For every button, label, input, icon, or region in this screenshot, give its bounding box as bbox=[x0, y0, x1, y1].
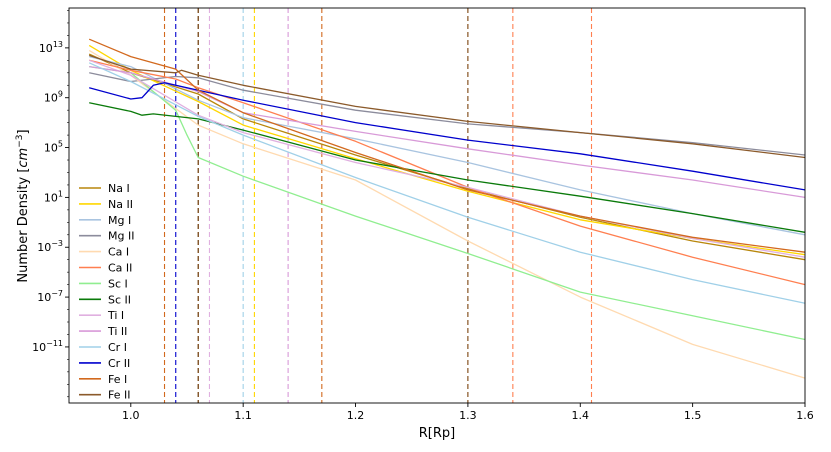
y-axis-label-exponent: −3 bbox=[15, 135, 25, 148]
y-tick-label: 105 bbox=[44, 140, 63, 155]
y-axis-label-unit: cm bbox=[16, 148, 31, 168]
x-tick-label: 1.6 bbox=[796, 409, 814, 422]
y-tick-label: 10−7 bbox=[37, 289, 63, 304]
vertical-marker-lines bbox=[163, 8, 593, 403]
series-line-na-i bbox=[88, 53, 806, 261]
legend: Na I Na II Mg I Mg II Ca I Ca II Sc I Sc II Ti I… bbox=[79, 182, 134, 402]
legend-label-sc-i: Sc I bbox=[108, 277, 128, 290]
series-line-mg-i bbox=[89, 55, 806, 236]
series-line-na-ii bbox=[88, 44, 806, 256]
x-tick-label: 1.5 bbox=[684, 409, 702, 422]
legend-label-mg-ii: Mg II bbox=[108, 230, 134, 243]
y-tick-label: 101 bbox=[44, 189, 63, 204]
x-tick-label: 1.3 bbox=[459, 409, 477, 422]
x-tick-label: 1.1 bbox=[234, 409, 252, 422]
legend-label-ca-i: Ca I bbox=[108, 246, 129, 259]
legend-label-sc-ii: Sc II bbox=[108, 293, 131, 306]
series-line-cr-ii bbox=[89, 82, 806, 191]
legend-label-fe-i: Fe I bbox=[108, 373, 127, 386]
legend-label-ti-i: Ti I bbox=[107, 309, 124, 322]
y-axis-label-close: ] bbox=[16, 129, 31, 134]
y-tick-label: 10−11 bbox=[32, 339, 63, 354]
legend-label-na-i: Na I bbox=[108, 182, 130, 195]
legend-label-ti-ii: Ti II bbox=[107, 325, 127, 338]
y-axis-ticks: 1013 109 105 101 10−3 10−7 10−11 bbox=[32, 10, 69, 398]
y-tick-label: 10−3 bbox=[37, 239, 63, 254]
series-line-fe-i bbox=[88, 38, 806, 253]
legend-label-fe-ii: Fe II bbox=[108, 389, 130, 402]
y-tick-label: 109 bbox=[44, 90, 63, 105]
x-axis-ticks: 1.0 1.1 1.2 1.3 1.4 1.5 1.6 bbox=[122, 403, 814, 422]
legend-label-cr-ii: Cr II bbox=[108, 357, 130, 370]
x-tick-label: 1.4 bbox=[572, 409, 590, 422]
y-axis-label-main: Number Density [ bbox=[16, 168, 31, 283]
legend-label-na-ii: Na II bbox=[108, 198, 133, 211]
legend-label-cr-i: Cr I bbox=[108, 341, 127, 354]
series-line-fe-ii bbox=[88, 54, 806, 159]
series-lines bbox=[88, 38, 806, 379]
legend-label-mg-i: Mg I bbox=[108, 214, 131, 227]
series-line-cr-i bbox=[88, 62, 806, 304]
x-axis-label: R[Rp] bbox=[419, 426, 455, 441]
x-tick-label: 1.0 bbox=[122, 409, 140, 422]
series-line-ti-ii bbox=[89, 65, 806, 199]
y-tick-label: 1013 bbox=[39, 40, 63, 55]
series-line-sc-i bbox=[89, 65, 806, 341]
x-tick-label: 1.2 bbox=[347, 409, 365, 422]
y-axis-label: Number Density [cm−3] bbox=[15, 129, 31, 282]
series-line-ti-i bbox=[88, 59, 806, 258]
legend-label-ca-ii: Ca II bbox=[108, 262, 132, 275]
plot-frame bbox=[68, 7, 806, 404]
